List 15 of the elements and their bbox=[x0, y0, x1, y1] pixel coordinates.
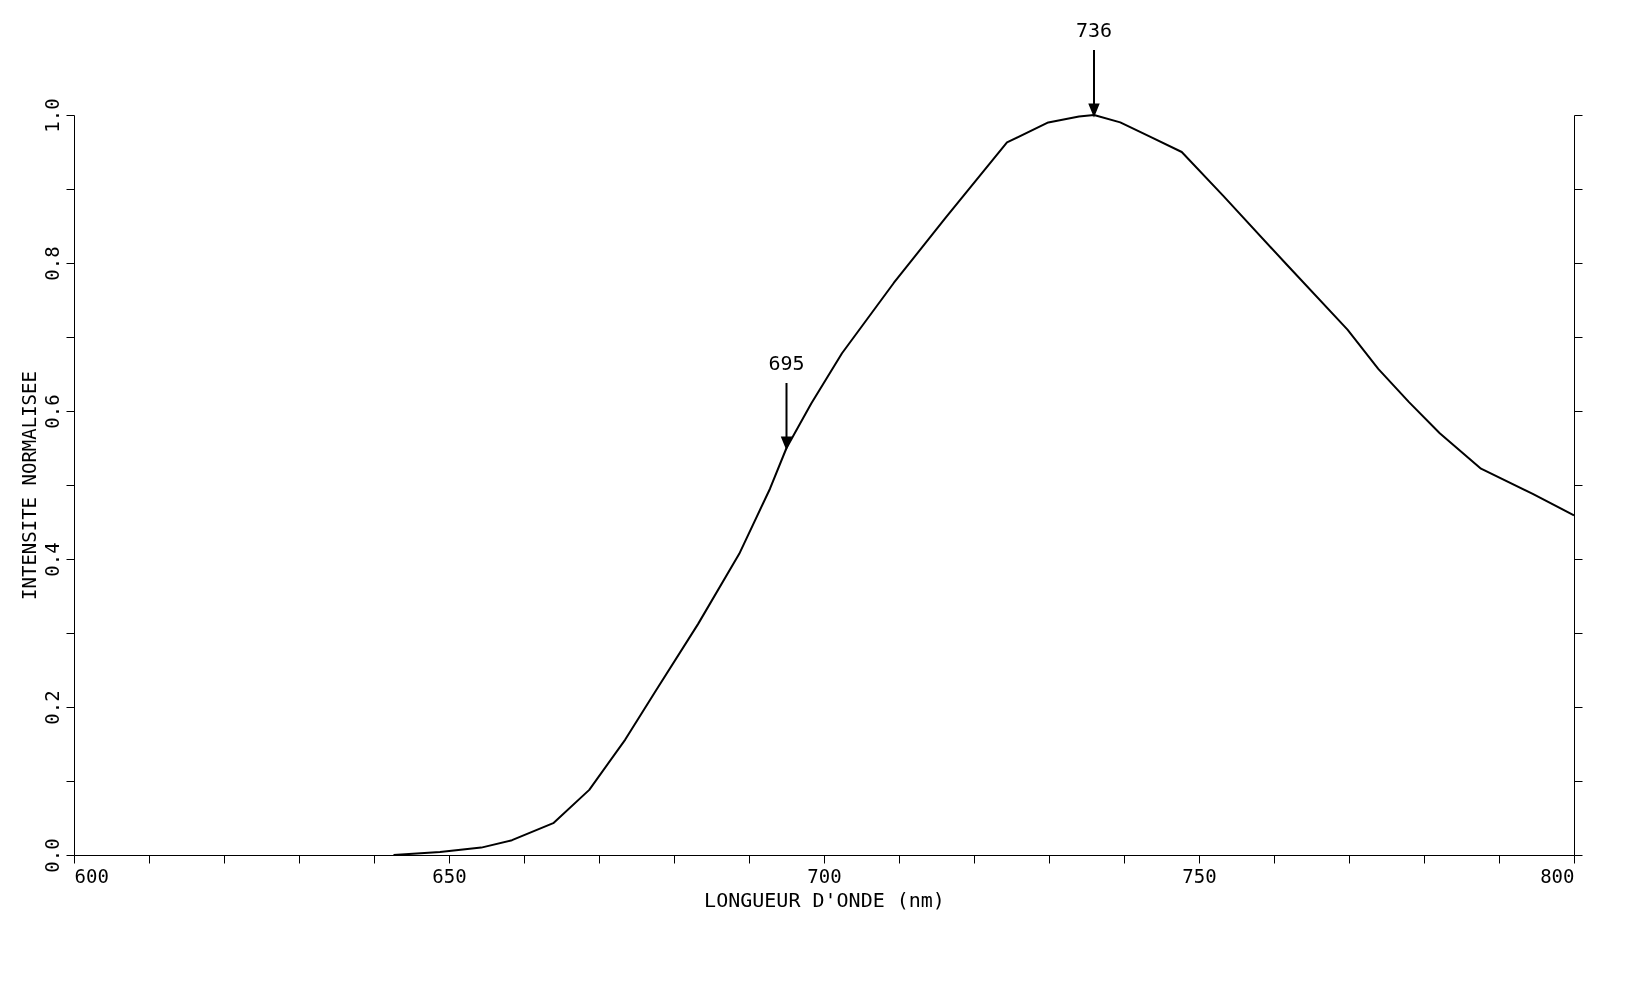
y-tick-label: 0.4 bbox=[40, 542, 63, 577]
annotation: 695 bbox=[768, 351, 805, 375]
annotation: 736 bbox=[1075, 18, 1113, 42]
x-tick-label: 800 bbox=[1540, 864, 1575, 887]
x-tick-label: 700 bbox=[807, 864, 842, 887]
y-tick-label: 0.2 bbox=[40, 690, 63, 725]
x-axis-title: LONGUEUR D'ONDE (nm) bbox=[704, 887, 945, 912]
y-tick-label: 0.8 bbox=[40, 246, 63, 281]
y-tick-label: 1.0 bbox=[40, 98, 63, 133]
x-tick-label: 650 bbox=[432, 864, 467, 887]
x-tick-label: 750 bbox=[1182, 864, 1217, 887]
y-tick-label: 0.0 bbox=[40, 838, 63, 873]
x-tick-label: 600 bbox=[74, 864, 109, 887]
y-axis-title: INTENSITE NORMALISEE bbox=[17, 371, 40, 600]
y-tick-label: 0.6 bbox=[40, 394, 63, 429]
